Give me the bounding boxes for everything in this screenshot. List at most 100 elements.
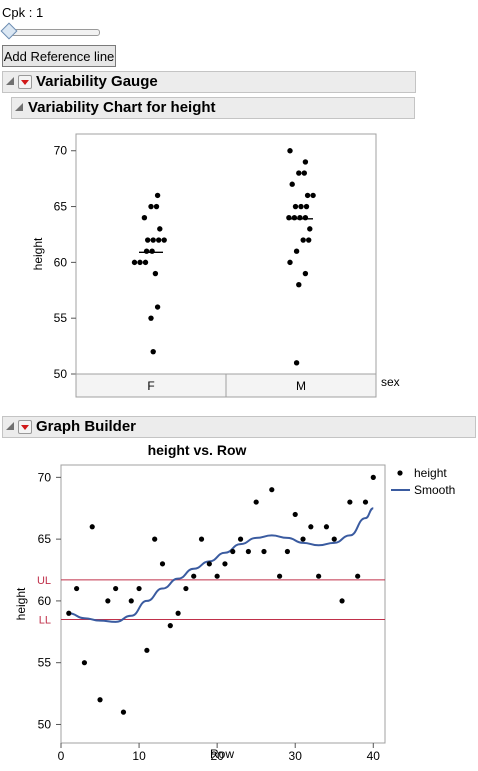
data-point: [175, 610, 181, 616]
data-point: [261, 548, 267, 555]
data-point: [323, 524, 330, 530]
data-point: [298, 203, 304, 210]
y-tick-label: 70: [54, 144, 68, 158]
data-point: [198, 536, 205, 542]
variability-chart-title: Variability Chart for height: [28, 99, 216, 116]
disclosure-triangle-icon[interactable]: [6, 422, 14, 430]
x-tick-label: 30: [289, 749, 303, 763]
data-point: [302, 270, 309, 277]
red-triangle-menu-icon[interactable]: [18, 75, 32, 89]
data-point: [214, 573, 220, 579]
data-point: [81, 660, 88, 666]
y-tick-label: 50: [54, 367, 68, 381]
data-point: [206, 561, 212, 567]
graph-x-label: Row: [210, 747, 234, 761]
slider-thumb[interactable]: [0, 22, 18, 40]
data-point: [152, 536, 158, 542]
data-point: [296, 281, 302, 288]
variability-gauge-header: Variability Gauge: [2, 71, 416, 93]
data-point: [306, 237, 312, 243]
slider-track[interactable]: [4, 29, 100, 36]
data-point: [156, 237, 162, 243]
graph-builder-header: Graph Builder: [2, 416, 476, 438]
data-point: [153, 203, 160, 210]
data-point: [304, 192, 311, 199]
x-tick-label: 40: [367, 749, 381, 763]
data-point: [167, 623, 173, 629]
graph-builder-title: Graph Builder: [36, 418, 137, 435]
cpk-slider[interactable]: [0, 22, 100, 40]
data-point: [89, 524, 95, 530]
graph-x-axis: 0 10 20 30 40: [58, 743, 381, 763]
data-point: [286, 215, 292, 221]
variability-plot-frame: [75, 133, 377, 375]
y-tick-label: 60: [54, 255, 68, 269]
data-point: [105, 598, 111, 604]
data-point: [296, 170, 302, 176]
data-point: [302, 159, 309, 165]
data-point: [303, 203, 310, 210]
data-point: [222, 561, 228, 567]
graph-plot-frame: [60, 464, 386, 744]
y-tick-label: 70: [38, 470, 52, 484]
reference-line-label: LL: [39, 614, 51, 626]
data-point: [331, 536, 337, 542]
variability-points: [131, 148, 316, 366]
category-label: M: [296, 379, 306, 393]
height-points: [66, 474, 376, 715]
data-point: [347, 499, 353, 505]
data-point: [183, 585, 189, 592]
data-point: [307, 226, 313, 232]
data-point: [339, 598, 345, 604]
data-point: [161, 237, 167, 243]
data-point: [287, 259, 293, 266]
legend-height-marker: [397, 470, 403, 476]
variability-y-label: height: [31, 237, 45, 270]
x-tick-label: 20: [210, 749, 224, 763]
data-point: [362, 499, 369, 505]
data-point: [113, 585, 119, 592]
data-point: [291, 215, 298, 221]
data-point: [149, 248, 155, 254]
legend-height-label: height: [414, 466, 447, 480]
data-point: [301, 170, 307, 176]
data-point: [300, 536, 306, 542]
data-point: [143, 248, 150, 254]
data-point: [145, 237, 151, 243]
data-point: [310, 192, 316, 199]
data-point: [289, 181, 295, 187]
disclosure-triangle-icon[interactable]: [15, 103, 23, 111]
disclosure-triangle-icon[interactable]: [6, 77, 14, 85]
data-point: [308, 524, 314, 530]
data-point: [141, 215, 148, 221]
y-tick-label: 65: [38, 532, 52, 546]
y-tick-label: 55: [54, 311, 68, 325]
y-tick-label: 60: [38, 594, 52, 608]
data-point: [120, 709, 127, 715]
reference-line-label: UL: [37, 575, 51, 587]
data-point: [97, 697, 103, 703]
data-point: [191, 573, 197, 579]
red-triangle-menu-icon[interactable]: [18, 420, 32, 434]
data-point: [300, 237, 306, 243]
data-point: [136, 585, 142, 592]
data-point: [159, 561, 166, 567]
data-point: [253, 499, 259, 505]
data-point: [292, 203, 299, 210]
variability-chart-header: Variability Chart for height: [11, 97, 415, 119]
graph-title: height vs. Row: [148, 442, 247, 458]
data-point: [293, 248, 300, 254]
x-tick-label: 10: [132, 749, 146, 763]
data-point: [297, 215, 303, 221]
data-point: [137, 259, 143, 266]
add-reference-line-button[interactable]: Add Reference line: [2, 45, 116, 67]
data-point: [148, 315, 154, 321]
graph-builder-chart: height vs. Row 50 55 60 65 70 0 10 20 30 40 UL LL…: [14, 442, 455, 763]
data-point: [144, 647, 150, 653]
data-point: [370, 474, 376, 480]
data-point: [355, 573, 361, 579]
graph-y-axis: 50 55 60 65 70: [38, 470, 61, 731]
data-point: [152, 270, 159, 277]
data-point: [148, 203, 154, 210]
